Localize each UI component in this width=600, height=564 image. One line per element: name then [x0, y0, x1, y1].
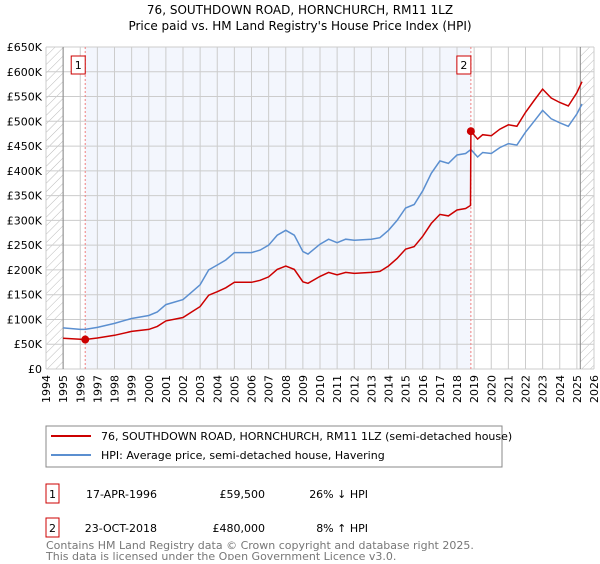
y-tick-label: £600K	[7, 66, 43, 79]
x-tick-label: 2001	[160, 375, 173, 403]
x-tick-label: 2016	[417, 375, 430, 403]
transaction-hpi: 8% ↑ HPI	[316, 522, 368, 535]
x-tick-label: 1998	[109, 375, 122, 403]
y-tick-label: £250K	[7, 239, 43, 252]
x-tick-label: 2019	[468, 375, 481, 403]
x-tick-label: 2014	[383, 375, 396, 403]
annotation-label: 2	[460, 59, 467, 72]
series-line-property	[63, 81, 583, 341]
sale-marker	[466, 127, 475, 136]
annotation-box	[456, 55, 472, 75]
legend-label-property: 76, SOUTHDOWN ROAD, HORNCHURCH, RM11 1LZ…	[101, 430, 512, 443]
y-tick-label: £650K	[7, 41, 43, 54]
transaction-price: £480,000	[213, 522, 266, 535]
transaction-num: 2	[49, 522, 56, 535]
y-tick-label: £50K	[14, 338, 43, 351]
hatched-region	[46, 47, 64, 369]
y-tick-label: £400K	[7, 165, 43, 178]
x-tick-label: 2023	[537, 375, 550, 403]
x-tick-label: 2024	[554, 375, 567, 403]
footer-licence: This data is licensed under the Open Gov…	[45, 550, 396, 560]
x-tick-label: 2025	[571, 375, 584, 403]
y-tick-label: £200K	[7, 264, 43, 277]
x-tick-label: 2017	[434, 375, 447, 403]
transaction-row: 1 17-APR-1996 £59,500 26% ↓ HPI	[45, 483, 368, 504]
x-tick-label: 2021	[502, 375, 515, 403]
hatched-region	[580, 47, 594, 369]
x-tick-label: 2002	[177, 375, 190, 403]
chart-title: 76, SOUTHDOWN ROAD, HORNCHURCH, RM11 1LZ	[147, 3, 453, 17]
x-tick-label: 2013	[365, 375, 378, 403]
x-tick-label: 2015	[400, 375, 413, 403]
transaction-hpi: 26% ↓ HPI	[309, 488, 368, 501]
x-tick-label: 1995	[57, 375, 70, 403]
y-tick-label: £500K	[7, 115, 43, 128]
legend-label-hpi: HPI: Average price, semi-detached house,…	[101, 449, 385, 462]
y-tick-label: £150K	[7, 289, 43, 302]
y-tick-label: £350K	[7, 190, 43, 203]
y-tick-label: £0	[28, 363, 42, 376]
chart-subtitle: Price paid vs. HM Land Registry's House …	[128, 19, 471, 33]
x-tick-label: 2005	[228, 375, 241, 403]
transaction-num: 1	[49, 488, 56, 501]
x-tick-label: 2012	[348, 375, 361, 403]
x-tick-label: 2022	[520, 375, 533, 403]
x-tick-label: 2004	[211, 375, 224, 403]
x-tick-label: 1997	[91, 375, 104, 403]
transaction-date: 17-APR-1996	[86, 488, 157, 501]
y-tick-label: £300K	[7, 214, 43, 227]
y-tick-label: £550K	[7, 91, 43, 104]
x-tick-label: 2009	[297, 375, 310, 403]
x-tick-label: 2006	[246, 375, 259, 403]
x-tick-label: 1994	[40, 375, 53, 403]
y-tick-label: £100K	[7, 313, 43, 326]
x-tick-label: 2010	[314, 375, 327, 403]
x-tick-label: 2018	[451, 375, 464, 403]
x-tick-label: 2000	[143, 375, 156, 403]
x-tick-label: 2003	[194, 375, 207, 403]
x-tick-label: 1996	[74, 375, 87, 403]
x-tick-label: 2008	[280, 375, 293, 403]
transaction-date: 23-OCT-2018	[85, 522, 157, 535]
x-tick-label: 2007	[263, 375, 276, 403]
x-tick-label: 2020	[485, 375, 498, 403]
shaded-period	[85, 47, 471, 369]
footer-copyright: Contains HM Land Registry data © Crown c…	[46, 539, 474, 552]
x-tick-label: 2011	[331, 375, 344, 403]
plot-area: 1994 1995 1996 1997 1998 1999 2000 2001 2002 2003…	[7, 41, 600, 403]
x-tick-label: 2026	[588, 375, 600, 403]
sale-marker	[81, 335, 90, 344]
series-line-hpi	[63, 103, 583, 331]
transaction-price: £59,500	[220, 488, 266, 501]
annotation-label: 1	[75, 59, 82, 72]
x-tick-label: 1999	[126, 375, 139, 403]
y-tick-label: £450K	[7, 140, 43, 153]
transaction-row: 2 23-OCT-2018 £480,000 8% ↑ HPI	[45, 517, 368, 538]
annotation-box	[70, 55, 86, 75]
legend: 76, SOUTHDOWN ROAD, HORNCHURCH, RM11 1LZ…	[45, 425, 512, 468]
